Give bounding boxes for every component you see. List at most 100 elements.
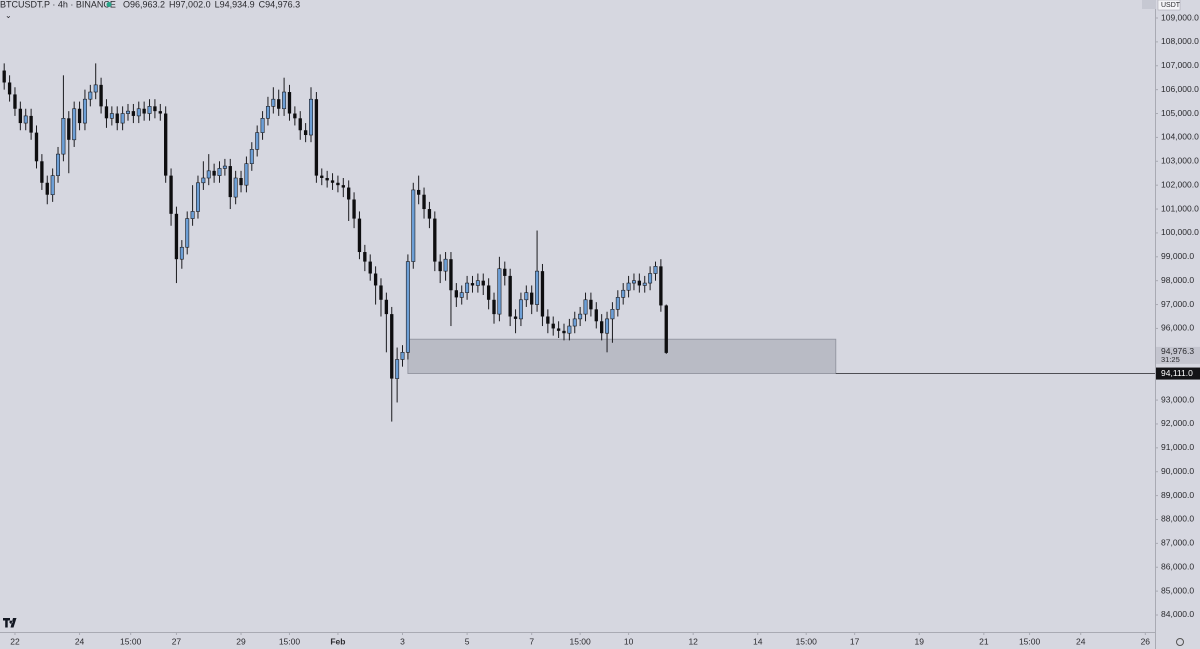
x-tick-label: 24	[1076, 636, 1086, 646]
candle-body	[277, 99, 281, 109]
candle-body	[535, 270, 540, 305]
y-tick-label: 89,000.0	[1161, 490, 1194, 500]
x-tick-label: 26	[1141, 636, 1151, 646]
y-tick-label: 91,000.0	[1161, 442, 1194, 452]
candle-body	[637, 280, 642, 286]
candle-body	[325, 177, 329, 181]
candle-body	[61, 118, 66, 155]
ohlc-value: H97,002.0	[169, 0, 211, 9]
candle-body	[363, 252, 367, 262]
candle-body	[626, 282, 631, 291]
candle-body	[503, 268, 507, 276]
x-tick-label: 15:00	[120, 636, 142, 646]
candle-body	[249, 149, 254, 164]
candle-body	[23, 115, 28, 124]
candle-body	[610, 309, 615, 320]
candle-body	[185, 218, 190, 248]
candle-body	[642, 282, 647, 286]
x-tick-label: 10	[624, 636, 634, 646]
candle-body	[260, 118, 265, 133]
y-tick-label: 92,000.0	[1161, 418, 1194, 428]
tradingview-logo[interactable]	[2, 618, 17, 628]
candle-body	[40, 161, 44, 183]
ohlc-value: C94,976.3	[259, 0, 301, 9]
y-tick-label: 101,000.0	[1161, 203, 1199, 213]
candle-body	[341, 185, 345, 188]
candle-body	[556, 328, 561, 331]
candle-body	[449, 259, 453, 291]
candle-body	[562, 330, 566, 334]
candle-body	[648, 273, 653, 284]
candle-body	[50, 175, 55, 196]
countdown-label: 31:25	[1161, 355, 1180, 364]
candle-body	[659, 266, 663, 306]
collapse-caret[interactable]: ⌄	[5, 11, 12, 20]
candle-body	[190, 211, 195, 219]
candle-body	[142, 108, 146, 114]
candle-body	[18, 108, 23, 124]
x-tick-label: 7	[529, 636, 534, 646]
candle-body	[126, 110, 130, 114]
x-tick-label: 27	[172, 636, 182, 646]
candle-body	[664, 305, 668, 353]
toolbar-button[interactable]	[1142, 0, 1156, 9]
x-tick-label: 12	[688, 636, 698, 646]
candle-body	[99, 84, 103, 107]
candle-body	[282, 91, 287, 110]
candle-body	[400, 352, 405, 360]
candle-body	[320, 175, 324, 178]
candle-body	[7, 82, 12, 95]
candle-body	[508, 275, 512, 317]
ohlc-value: O96,963.2	[123, 0, 165, 9]
x-tick-label: 14	[753, 636, 763, 646]
candle-body	[287, 92, 292, 114]
candle-body	[222, 165, 227, 169]
x-tick-label: 3	[400, 636, 405, 646]
x-tick-label: 29	[236, 636, 246, 646]
candle-body	[136, 108, 141, 117]
candle-body	[201, 177, 206, 184]
candle-body	[438, 261, 442, 272]
candle-body	[244, 163, 249, 186]
candle-body	[115, 113, 119, 124]
candle-body	[77, 108, 82, 124]
candle-body	[433, 218, 437, 262]
candle-body	[578, 313, 583, 320]
candle-body	[481, 280, 485, 286]
candle-body	[158, 111, 162, 114]
candle-body	[228, 166, 232, 198]
candle-body	[572, 318, 577, 327]
candle-body	[330, 180, 335, 183]
candle-body	[631, 280, 636, 284]
candle-body	[384, 299, 389, 315]
candle-body	[486, 285, 491, 300]
candle-body	[513, 316, 518, 319]
y-tick-label: 93,000.0	[1161, 394, 1194, 404]
candle-body	[29, 115, 33, 133]
candle-body	[120, 113, 125, 124]
y-tick-label: 86,000.0	[1161, 561, 1194, 571]
x-tick-label: 21	[979, 636, 989, 646]
candle-body	[45, 182, 49, 195]
candle-body	[72, 108, 77, 141]
candle-body	[443, 258, 448, 272]
candle-body	[255, 132, 260, 150]
candle-body	[454, 290, 459, 298]
candle-body	[265, 106, 270, 119]
candle-body	[395, 359, 400, 379]
candle-body	[196, 182, 200, 212]
x-tick-label: 5	[465, 636, 470, 646]
candle-body	[368, 261, 372, 274]
y-tick-label: 105,000.0	[1161, 108, 1199, 118]
settings-icon[interactable]	[1176, 638, 1184, 646]
x-tick-label: 24	[75, 636, 85, 646]
candle-body	[422, 194, 426, 210]
candle-body	[653, 266, 658, 274]
y-tick-label: 85,000.0	[1161, 585, 1194, 595]
y-tick-label: 109,000.0	[1161, 12, 1199, 22]
candle-body	[93, 84, 98, 93]
candle-body	[34, 132, 39, 162]
candle-body	[174, 213, 179, 260]
currency-box[interactable]	[1157, 0, 1181, 11]
candle-body	[524, 292, 529, 301]
